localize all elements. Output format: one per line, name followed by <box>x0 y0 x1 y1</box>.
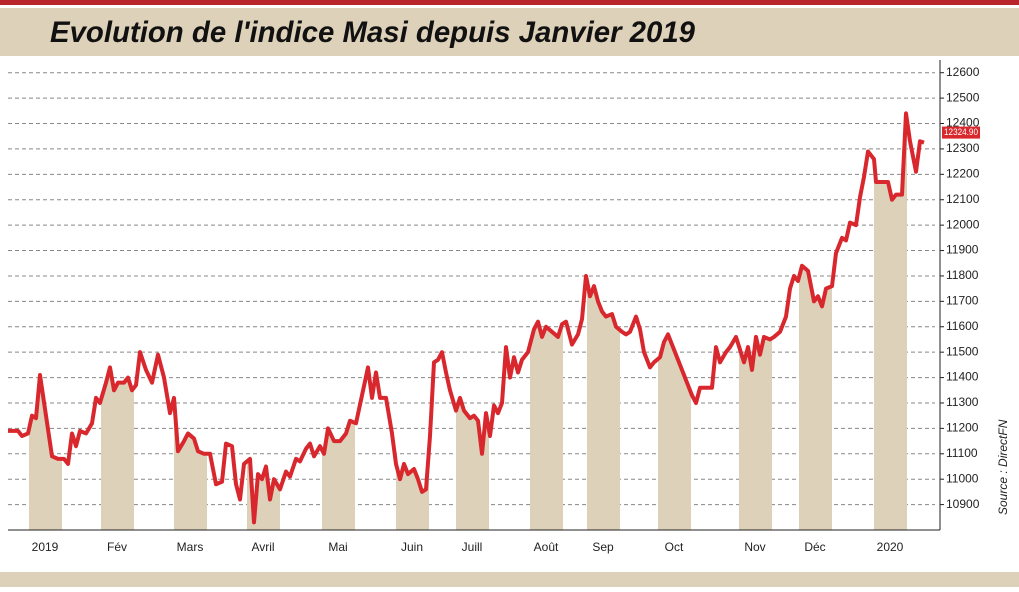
y-tick-label: 11300 <box>946 395 979 409</box>
x-tick-label: Fév <box>107 540 127 554</box>
month-shade <box>658 113 691 530</box>
masi-line <box>8 111 925 525</box>
month-shade <box>396 113 429 530</box>
month-shade <box>874 113 907 530</box>
y-tick-label: 11700 <box>946 294 979 308</box>
source: Source : DirectFN <box>996 419 1010 515</box>
x-tick-label: Déc <box>804 540 825 554</box>
month-shade <box>530 113 563 530</box>
month-shade <box>174 113 207 530</box>
x-tick-label: Sep <box>592 540 614 554</box>
x-tick-label: Mars <box>177 540 204 554</box>
x-tick-label: Juin <box>401 540 423 554</box>
y-tick-label: 11900 <box>946 243 979 257</box>
x-tick-label: Juill <box>462 540 483 554</box>
y-tick-label: 11800 <box>946 268 979 282</box>
month-shade <box>456 113 489 530</box>
y-tick-label: 11100 <box>946 446 978 460</box>
x-tick-label: Nov <box>744 540 765 554</box>
x-tick-label: Mai <box>328 540 347 554</box>
month-shade <box>322 113 355 530</box>
last-value-label: 12324.90 <box>944 127 978 137</box>
y-tick-label: 12300 <box>946 141 980 155</box>
header-band <box>0 8 1019 56</box>
y-tick-label: 11600 <box>946 319 979 333</box>
y-tick-label: 11500 <box>946 344 979 358</box>
y-tick-label: 12200 <box>946 166 980 180</box>
x-tick-label: Avril <box>251 540 274 554</box>
y-tick-label: 12600 <box>946 65 980 79</box>
x-tick-label: Oct <box>665 540 684 554</box>
y-tick-label: 12000 <box>946 217 980 231</box>
month-shade <box>739 113 772 530</box>
chart-title: Evolution de l'indice Masi depuis Janvie… <box>50 16 695 49</box>
x-tick-label: 2020 <box>877 540 904 554</box>
y-tick-label: 12500 <box>946 90 980 104</box>
y-tick-label: 11400 <box>946 370 979 384</box>
y-tick-label: 12400 <box>946 116 980 130</box>
x-tick-label: Août <box>534 540 559 554</box>
y-tick-label: 10900 <box>946 497 980 511</box>
footer-band <box>0 572 1019 587</box>
shading <box>29 113 907 530</box>
x-tick-label: 2019 <box>32 540 59 554</box>
y-tick-label: 12100 <box>946 192 980 206</box>
month-shade <box>101 113 134 530</box>
month-shade <box>799 113 832 530</box>
y-tick-label: 11200 <box>946 421 979 435</box>
last-value-box <box>942 126 980 139</box>
y-tick-label: 11000 <box>946 471 979 485</box>
top-rule <box>0 0 1019 5</box>
